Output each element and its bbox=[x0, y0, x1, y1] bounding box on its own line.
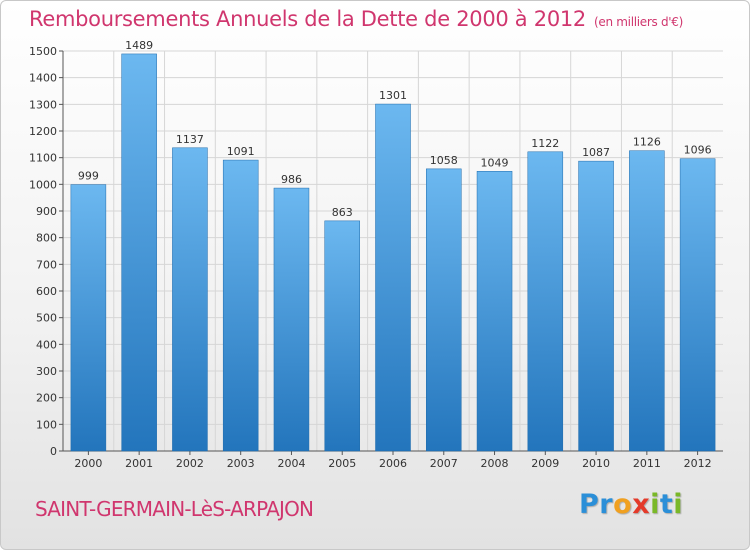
value-label: 1058 bbox=[430, 154, 458, 167]
y-tick-label: 1000 bbox=[29, 178, 57, 191]
bar bbox=[375, 103, 411, 452]
x-tick-label: 2009 bbox=[531, 457, 559, 470]
y-tick-label: 1100 bbox=[29, 152, 57, 165]
value-label: 1049 bbox=[481, 156, 509, 169]
x-tick-label: 2008 bbox=[481, 457, 509, 470]
x-tick-label: 2012 bbox=[684, 457, 712, 470]
city-name: SAINT-GERMAIN-LèS-ARPAJON bbox=[35, 497, 314, 521]
x-tick-label: 2005 bbox=[328, 457, 356, 470]
value-label: 1126 bbox=[633, 136, 661, 149]
y-tick-label: 900 bbox=[36, 205, 57, 218]
logo-letter: x bbox=[632, 489, 651, 520]
x-tick-label: 2007 bbox=[430, 457, 458, 470]
bar bbox=[476, 171, 513, 452]
value-label: 999 bbox=[78, 170, 99, 183]
proxiti-logo: Proxiti bbox=[579, 489, 683, 520]
logo-letter: P bbox=[579, 489, 600, 520]
value-label: 1489 bbox=[125, 39, 153, 52]
chart-title: Remboursements Annuels de la Dette de 20… bbox=[29, 7, 683, 31]
x-tick-label: 2010 bbox=[582, 457, 610, 470]
labels: 999 2000 1489 2001 1137 2002 1091 2003 986 2004 86… bbox=[74, 39, 711, 470]
logo-letter: i bbox=[673, 489, 684, 520]
logo-letter: i bbox=[650, 489, 660, 520]
value-label: 863 bbox=[332, 206, 353, 219]
y-tick-label: 800 bbox=[36, 232, 57, 245]
bar bbox=[527, 151, 564, 452]
y-tick-label: 1200 bbox=[29, 125, 57, 138]
y-tick-label: 200 bbox=[36, 392, 57, 405]
bar bbox=[629, 150, 665, 452]
bar bbox=[426, 168, 462, 452]
x-tick-label: 2004 bbox=[277, 457, 305, 470]
value-label: 1301 bbox=[379, 89, 407, 102]
x-tick-label: 2003 bbox=[227, 457, 255, 470]
bar bbox=[578, 160, 614, 452]
y-tick-label: 100 bbox=[36, 418, 57, 431]
y-tick-label: 300 bbox=[36, 365, 57, 378]
value-label: 1091 bbox=[227, 145, 255, 158]
value-label: 1087 bbox=[582, 146, 610, 159]
y-tick-label: 400 bbox=[36, 338, 57, 351]
x-tick-label: 2006 bbox=[379, 457, 407, 470]
value-label: 1122 bbox=[531, 137, 559, 150]
bar bbox=[121, 53, 157, 452]
chart-title-text: Remboursements Annuels de la Dette de 20… bbox=[29, 7, 586, 31]
y-tick-label: 600 bbox=[36, 285, 57, 298]
bar bbox=[222, 159, 259, 452]
value-label: 1137 bbox=[176, 133, 204, 146]
x-tick-label: 2001 bbox=[125, 457, 153, 470]
y-tick-label: 1400 bbox=[29, 72, 57, 85]
logo-letter: r bbox=[599, 489, 614, 520]
y-tick-label: 700 bbox=[36, 258, 57, 271]
y-tick-label: 1300 bbox=[29, 98, 57, 111]
logo-letter: t bbox=[659, 489, 674, 520]
value-label: 1096 bbox=[684, 144, 712, 157]
bar bbox=[679, 158, 716, 452]
bar bbox=[273, 187, 310, 452]
bar bbox=[324, 220, 360, 452]
y-tick-label: 0 bbox=[50, 445, 57, 458]
logo-letter: o bbox=[613, 489, 633, 520]
x-tick-label: 2000 bbox=[74, 457, 102, 470]
y-tick-label: 500 bbox=[36, 312, 57, 325]
y-tick-label: 1500 bbox=[29, 45, 57, 58]
x-tick-label: 2002 bbox=[176, 457, 204, 470]
x-tick-label: 2011 bbox=[633, 457, 661, 470]
value-label: 986 bbox=[281, 173, 302, 186]
bar bbox=[172, 147, 208, 452]
bars bbox=[70, 53, 716, 452]
bar bbox=[70, 184, 107, 452]
chart-subtitle: (en milliers d'€) bbox=[594, 15, 684, 29]
